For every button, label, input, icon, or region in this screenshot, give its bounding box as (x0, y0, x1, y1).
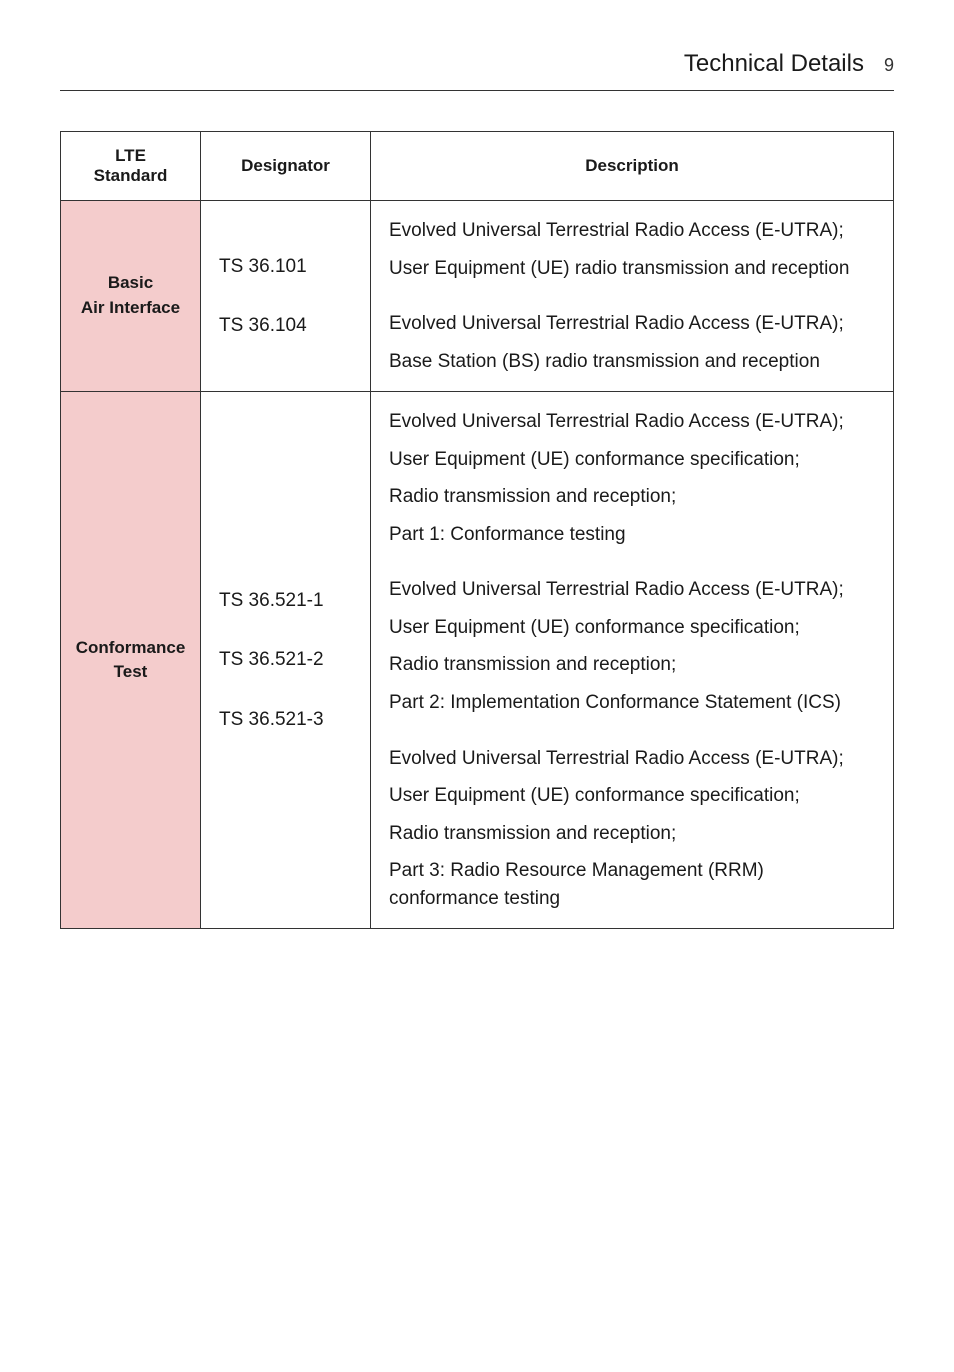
row-label-basic: Basic Air Interface (61, 201, 201, 392)
designator-cell: TS 36.101 TS 36.104 (201, 201, 371, 392)
desc-block: Part 3: Radio Resource Management (RRM) … (389, 857, 875, 912)
desc-block: Evolved Universal Terrestrial Radio Acce… (389, 310, 875, 338)
lte-standards-table: LTE Standard Designator Description Basi… (60, 131, 894, 929)
col-description: Description (371, 132, 894, 201)
col-designator: Designator (201, 132, 371, 201)
desc-block: Part 1: Conformance testing (389, 521, 875, 549)
designator-value: TS 36.521-2 (219, 646, 352, 674)
description-cell: Evolved Universal Terrestrial Radio Acce… (371, 392, 894, 929)
desc-block: Radio transmission and reception; (389, 483, 875, 511)
col-lte-standard: LTE Standard (61, 132, 201, 201)
desc-block: User Equipment (UE) radio transmission a… (389, 255, 875, 283)
designator-value: TS 36.521-3 (219, 706, 352, 734)
designator-value: TS 36.521-1 (219, 587, 352, 615)
label-line: Conformance (71, 636, 190, 661)
label-line: Test (71, 660, 190, 685)
desc-block: Evolved Universal Terrestrial Radio Acce… (389, 217, 875, 245)
desc-block: User Equipment (UE) conformance specific… (389, 782, 875, 810)
desc-group: Evolved Universal Terrestrial Radio Acce… (389, 408, 875, 548)
label-line: Air Interface (71, 296, 190, 321)
desc-block: Radio transmission and reception; (389, 820, 875, 848)
designator-value: TS 36.104 (219, 312, 352, 340)
designator-cell: TS 36.521-1 TS 36.521-2 TS 36.521-3 (201, 392, 371, 929)
description-cell: Evolved Universal Terrestrial Radio Acce… (371, 201, 894, 392)
desc-group: Evolved Universal Terrestrial Radio Acce… (389, 310, 875, 375)
page-number: 9 (884, 55, 894, 76)
desc-block: Evolved Universal Terrestrial Radio Acce… (389, 576, 875, 604)
desc-block: Evolved Universal Terrestrial Radio Acce… (389, 408, 875, 436)
page-title: Technical Details (684, 50, 864, 78)
desc-block: Part 2: Implementation Conformance State… (389, 689, 875, 717)
desc-block: Evolved Universal Terrestrial Radio Acce… (389, 745, 875, 773)
desc-block: Radio transmission and reception; (389, 651, 875, 679)
label-line: Basic (71, 271, 190, 296)
row-label-conformance: Conformance Test (61, 392, 201, 929)
table-row: Conformance Test TS 36.521-1 TS 36.521-2… (61, 392, 894, 929)
desc-group: Evolved Universal Terrestrial Radio Acce… (389, 745, 875, 913)
desc-block: User Equipment (UE) conformance specific… (389, 614, 875, 642)
table-row: Basic Air Interface TS 36.101 TS 36.104 … (61, 201, 894, 392)
designator-value: TS 36.101 (219, 253, 352, 281)
desc-block: Base Station (BS) radio transmission and… (389, 348, 875, 376)
desc-group: Evolved Universal Terrestrial Radio Acce… (389, 217, 875, 282)
desc-group: Evolved Universal Terrestrial Radio Acce… (389, 576, 875, 716)
page-header: Technical Details 9 (60, 50, 894, 91)
table-header-row: LTE Standard Designator Description (61, 132, 894, 201)
desc-block: User Equipment (UE) conformance specific… (389, 446, 875, 474)
